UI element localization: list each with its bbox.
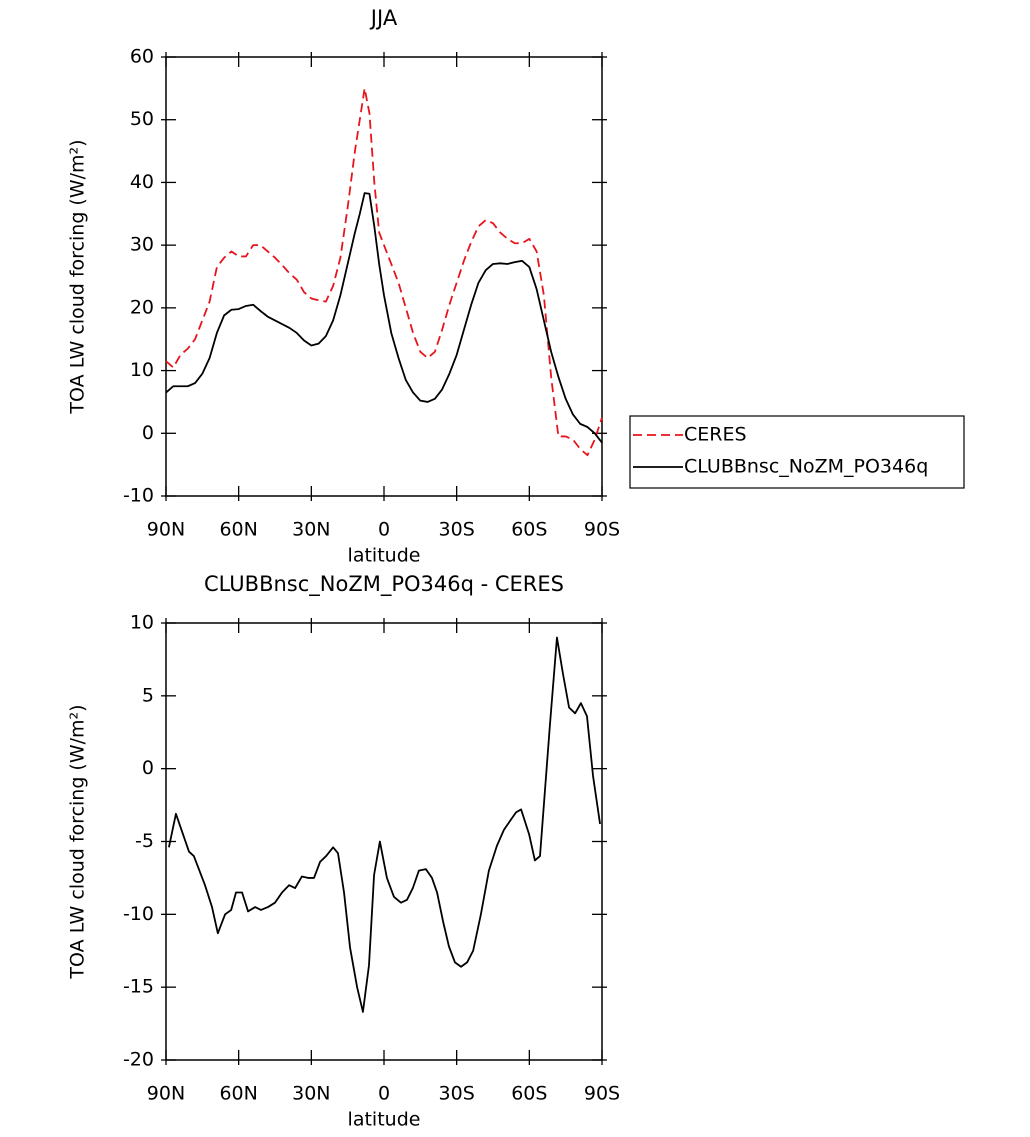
y-tick-label: -10	[123, 903, 154, 925]
x-tick-label: 30N	[292, 1083, 330, 1105]
y-tick-label: -20	[123, 1049, 154, 1071]
x-tick-label: 90S	[584, 519, 620, 541]
x-axis-label: latitude	[348, 545, 421, 567]
y-axis-label: TOA LW cloud forcing (W/m²)	[67, 139, 89, 414]
chart-title: JJA	[369, 6, 398, 30]
chart-title: CLUBBnsc_NoZM_PO346q - CERES	[204, 572, 564, 597]
legend-label: CERES	[684, 424, 747, 446]
x-tick-label: 60S	[511, 1083, 547, 1105]
plot-frame	[165, 56, 603, 497]
x-tick-label: 60N	[219, 1083, 257, 1105]
legend-label: CLUBBnsc_NoZM_PO346q	[684, 456, 928, 478]
y-tick-label: 60	[130, 46, 154, 68]
x-tick-label: 90N	[147, 519, 185, 541]
y-tick-label: -15	[123, 976, 154, 998]
x-tick-label: 0	[378, 519, 390, 541]
x-tick-label: 0	[378, 1083, 390, 1105]
y-tick-label: 50	[130, 108, 154, 130]
data-line	[165, 87, 603, 457]
x-tick-label: 30S	[439, 1083, 475, 1105]
x-tick-label: 60N	[219, 519, 257, 541]
x-tick-label: 30N	[292, 519, 330, 541]
y-tick-label: -10	[123, 485, 154, 507]
x-tick-label: 30S	[439, 519, 475, 541]
plot-frame	[165, 622, 603, 1061]
y-tick-label: 10	[130, 359, 154, 381]
data-line	[168, 636, 601, 1013]
x-tick-label: 90S	[584, 1083, 620, 1105]
y-tick-label: 0	[142, 757, 154, 779]
x-tick-label: 90N	[147, 1083, 185, 1105]
y-tick-label: 20	[130, 296, 154, 318]
y-tick-label: 0	[142, 422, 154, 444]
x-tick-label: 60S	[511, 519, 547, 541]
y-tick-label: 30	[130, 234, 154, 256]
y-tick-label: 5	[142, 684, 154, 706]
x-axis-label: latitude	[348, 1109, 421, 1131]
y-tick-label: 40	[130, 171, 154, 193]
data-line	[165, 192, 603, 444]
y-tick-label: 10	[130, 612, 154, 634]
y-axis-label: TOA LW cloud forcing (W/m²)	[67, 704, 89, 979]
y-tick-label: -5	[135, 830, 154, 852]
legend-box	[629, 415, 965, 489]
